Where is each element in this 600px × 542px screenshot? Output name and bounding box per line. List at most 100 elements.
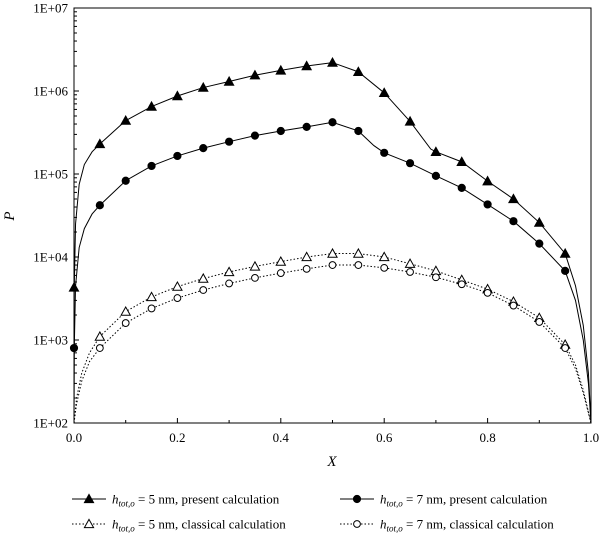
data-point-p7-16 bbox=[483, 200, 492, 209]
y-tick-label: 1E+02 bbox=[33, 416, 68, 431]
data-point-p7-19 bbox=[561, 266, 570, 276]
data-point-c7-14 bbox=[457, 280, 466, 289]
data-point-c7-5 bbox=[225, 279, 234, 288]
data-point-p7-4 bbox=[173, 151, 182, 161]
legend-item-c7: htot,o = 7 nm, classical calculation bbox=[340, 517, 554, 534]
data-point-c7-6 bbox=[251, 274, 259, 282]
data-point-p5-2 bbox=[120, 114, 132, 125]
data-point-p5-7 bbox=[249, 69, 261, 80]
plot-frame bbox=[73, 7, 592, 424]
data-point-c5-13 bbox=[430, 265, 442, 276]
data-point-c7-7 bbox=[276, 269, 285, 277]
x-tick-label: 0.2 bbox=[169, 430, 185, 445]
data-point-p7-3 bbox=[147, 161, 156, 171]
data-point-c7-1 bbox=[121, 319, 130, 327]
data-point-p5-3 bbox=[146, 100, 157, 111]
y-tick-label: 1E+03 bbox=[33, 333, 68, 348]
data-point-p7-7 bbox=[250, 131, 260, 140]
data-point-p5-18 bbox=[533, 216, 545, 227]
data-point-c7-17 bbox=[535, 318, 544, 326]
data-point-c5-7 bbox=[275, 255, 287, 266]
data-point-p5-14 bbox=[430, 146, 442, 157]
data-point-p7-1 bbox=[95, 201, 104, 210]
data-point-c7-12 bbox=[406, 268, 414, 276]
data-point-p5-8 bbox=[275, 64, 287, 75]
data-point-c7-18 bbox=[561, 344, 570, 352]
data-point-c5-10 bbox=[352, 247, 364, 258]
data-point-c7-16 bbox=[509, 301, 518, 310]
data-point-c7-3 bbox=[173, 294, 182, 302]
series-p7 bbox=[69, 118, 591, 423]
legend-marker bbox=[83, 493, 95, 504]
legend-label-sub: tot,o bbox=[387, 499, 404, 509]
series-line-p5 bbox=[74, 62, 591, 423]
x-tick-label: 0.6 bbox=[376, 430, 393, 445]
legend-label-sub: tot,o bbox=[387, 524, 404, 534]
legend-item-c5: htot,o = 5 nm, classical calculation bbox=[72, 517, 286, 534]
legend-label-math: h bbox=[380, 517, 387, 532]
legend-label-post: = 7 nm, present calculation bbox=[403, 492, 548, 507]
legend-label: htot,o = 7 nm, classical calculation bbox=[380, 517, 554, 534]
data-point-p5-9 bbox=[301, 60, 313, 71]
data-point-c5-6 bbox=[249, 260, 261, 271]
data-point-p5-5 bbox=[197, 81, 209, 92]
data-point-p5-4 bbox=[171, 90, 183, 101]
data-point-c7-2 bbox=[147, 304, 156, 313]
data-point-p5-17 bbox=[508, 193, 519, 204]
x-tick-label: 1.0 bbox=[583, 430, 599, 445]
legend-marker bbox=[353, 520, 361, 528]
data-point-c7-4 bbox=[199, 286, 208, 294]
legend-marker bbox=[83, 518, 95, 529]
legend-label-sub: tot,o bbox=[119, 499, 136, 509]
legend-item-p7: htot,o = 7 nm, present calculation bbox=[340, 492, 548, 509]
data-point-p7-8 bbox=[276, 126, 285, 136]
x-tick-label: 0.4 bbox=[273, 430, 290, 445]
x-tick-label: 0.8 bbox=[479, 430, 495, 445]
y-tick-label: 1E+06 bbox=[33, 84, 68, 99]
data-point-c7-15 bbox=[483, 288, 492, 297]
data-point-p5-13 bbox=[404, 115, 416, 126]
data-point-p5-1 bbox=[94, 138, 106, 149]
data-point-p7-18 bbox=[535, 239, 544, 248]
data-point-c5-8 bbox=[301, 251, 313, 262]
data-point-c7-11 bbox=[380, 263, 389, 272]
y-tick-label: 1E+05 bbox=[33, 167, 68, 182]
series-line-c5 bbox=[74, 253, 591, 423]
data-point-p7-15 bbox=[457, 183, 466, 193]
data-point-p5-19 bbox=[559, 247, 571, 258]
legend-label: htot,o = 7 nm, present calculation bbox=[380, 492, 548, 509]
data-point-c5-11 bbox=[378, 251, 390, 262]
data-point-c7-13 bbox=[432, 273, 440, 282]
data-point-p7-12 bbox=[380, 148, 389, 157]
y-tick-label: 1E+04 bbox=[33, 250, 68, 265]
legend-label: htot,o = 5 nm, classical calculation bbox=[112, 517, 286, 534]
legend: htot,o = 5 nm, present calculation htot,o… bbox=[72, 492, 554, 534]
series-line-p7 bbox=[74, 121, 591, 423]
plot-series bbox=[68, 56, 591, 423]
data-point-p7-9 bbox=[302, 122, 311, 131]
x-tick-label: 0.0 bbox=[66, 430, 82, 445]
data-point-c7-9 bbox=[328, 261, 337, 269]
legend-label: htot,o = 5 nm, present calculation bbox=[112, 492, 280, 509]
data-point-p7-14 bbox=[431, 171, 440, 180]
series-c5 bbox=[74, 247, 591, 423]
y-axis-title: P bbox=[2, 211, 18, 221]
legend-label-post: = 5 nm, classical calculation bbox=[135, 517, 287, 532]
data-point-p7-13 bbox=[405, 159, 415, 168]
data-point-c5-1 bbox=[120, 305, 132, 316]
data-point-p7-6 bbox=[225, 137, 234, 146]
legend-label-math: h bbox=[380, 492, 387, 507]
data-point-p7-17 bbox=[509, 217, 518, 226]
data-point-c7-8 bbox=[302, 264, 311, 273]
series-p5 bbox=[68, 56, 591, 423]
data-point-p5-10 bbox=[327, 56, 338, 67]
series-c7 bbox=[74, 261, 591, 423]
x-axis-title: X bbox=[326, 454, 337, 470]
data-point-c5-5 bbox=[223, 266, 235, 277]
series-line-c7 bbox=[74, 264, 591, 423]
data-point-c5-2 bbox=[146, 291, 157, 302]
data-point-c5-0 bbox=[94, 330, 106, 341]
legend-label-sub: tot,o bbox=[119, 524, 136, 534]
data-point-p5-11 bbox=[352, 66, 364, 77]
